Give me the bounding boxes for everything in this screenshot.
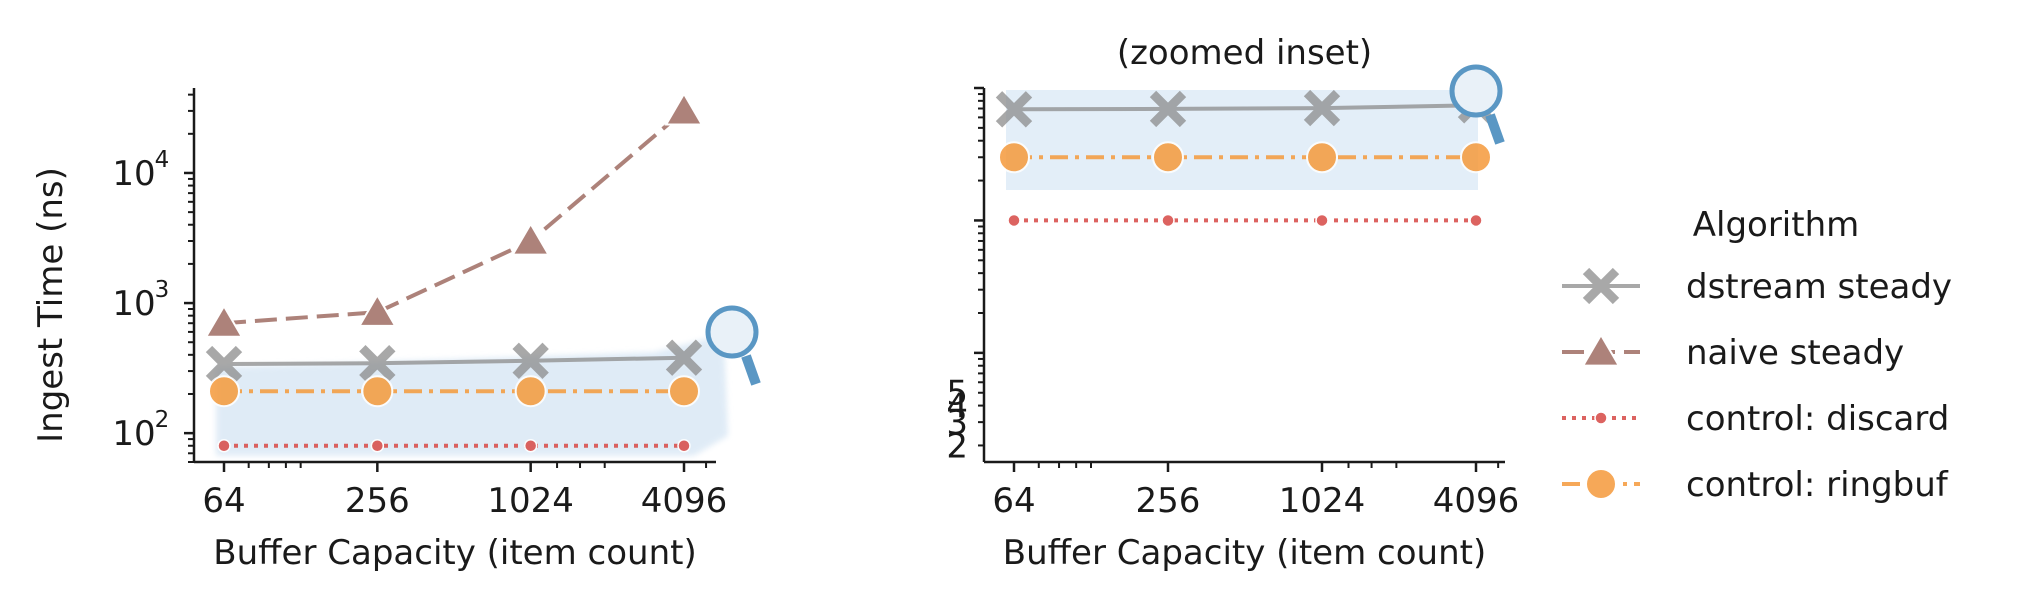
data-point [514, 375, 547, 408]
legend-item-control-ringbuf [1562, 468, 1640, 500]
x-tick-label: 1024 [1279, 481, 1366, 521]
legend-label: control: discard [1686, 399, 1949, 439]
y-tick-label: 10 [112, 284, 155, 324]
x-tick-label: 4096 [641, 481, 728, 521]
legend-marker [1594, 411, 1608, 425]
data-point [665, 339, 703, 376]
legend-item-dstream-steady [1562, 267, 1640, 305]
legend-marker [1585, 468, 1617, 500]
legend-marker [1581, 333, 1621, 367]
series-control-discard [217, 438, 691, 453]
legend-item-control-discard [1562, 411, 1640, 425]
data-point [1007, 213, 1021, 228]
x-axis-label: Buffer Capacity (item count) [1003, 533, 1486, 573]
y-tick-label: 3 [946, 403, 968, 443]
data-point [998, 141, 1030, 174]
data-point [1315, 213, 1329, 228]
x-tick-label: 4096 [1433, 481, 1520, 521]
magnifier-icon [705, 305, 761, 386]
y-axis-label: Ingest Time (ns) [31, 167, 71, 443]
series-dstream-steady [205, 339, 703, 383]
data-point [357, 293, 397, 327]
y-tick-label-exponent: 4 [155, 147, 170, 173]
magnifier-handle [1485, 113, 1505, 145]
data-point [361, 375, 394, 408]
data-point [208, 375, 240, 408]
legend-label: dstream steady [1686, 267, 1952, 307]
x-tick-label: 64 [202, 481, 245, 521]
legend-label: naive steady [1686, 333, 1904, 373]
legend-item-naive-steady [1562, 333, 1640, 367]
data-point [511, 222, 551, 256]
data-point [1460, 141, 1492, 174]
legend: Algorithm dstream steady naive steady contr… [1562, 205, 1952, 505]
series-line-halo [223, 107, 687, 328]
y-tick-label: 4 [946, 387, 968, 427]
series-line [1013, 103, 1477, 112]
series-control-discard [1007, 213, 1483, 228]
data-point [217, 438, 231, 453]
y-tick-label-exponent: 3 [155, 277, 170, 303]
y-tick-label: 10 [112, 154, 155, 194]
y-tick-label: 5 [946, 374, 968, 414]
series-line [223, 355, 685, 366]
magnifier-lens [1449, 64, 1503, 118]
data-point [359, 344, 396, 382]
data-point [523, 438, 538, 453]
series-control-ringbuf [998, 141, 1492, 174]
data-point [1303, 89, 1341, 127]
data-point [1161, 213, 1175, 228]
inset-region-fill [216, 334, 728, 456]
series-control-ringbuf [208, 375, 700, 408]
magnifier-lens [705, 305, 759, 359]
data-point [1152, 141, 1184, 174]
legend-marker [1582, 267, 1620, 305]
x-axis-label: Buffer Capacity (item count) [213, 533, 696, 573]
magnifier-handle [741, 354, 761, 386]
data-point [1306, 141, 1338, 174]
data-point [204, 304, 244, 338]
x-tick-label: 64 [992, 481, 1035, 521]
data-point [677, 438, 691, 453]
data-point [370, 438, 385, 453]
data-point [1149, 90, 1187, 128]
series-naive-steady [204, 91, 704, 338]
x-tick-label: 256 [345, 481, 410, 521]
legend-title: Algorithm [1693, 205, 1860, 245]
y-tick-label: 10 [112, 414, 155, 454]
data-point [995, 91, 1033, 128]
data-point [668, 375, 700, 408]
x-tick-label: 256 [1136, 481, 1201, 521]
data-point [1469, 213, 1483, 228]
y-tick-label: 2 [946, 426, 968, 466]
chart-title: (zoomed inset) [1117, 33, 1372, 73]
magnifier-icon [1449, 64, 1505, 145]
data-point [664, 91, 704, 126]
data-point [205, 345, 243, 383]
series-line [223, 109, 686, 326]
legend-label: control: ringbuf [1686, 465, 1949, 505]
data-point [512, 342, 549, 379]
y-tick-label-exponent: 2 [155, 407, 170, 433]
x-tick-label: 1024 [487, 481, 574, 521]
